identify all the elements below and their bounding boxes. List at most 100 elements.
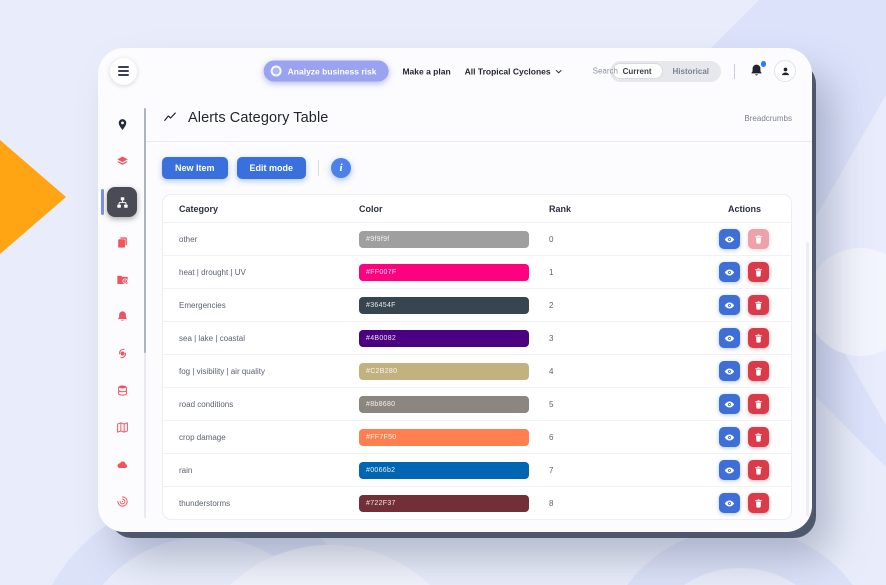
ring-icon (270, 65, 282, 77)
color-hex-label: #C2B280 (366, 367, 398, 375)
new-item-button[interactable]: New Item (162, 157, 228, 179)
edit-mode-button[interactable]: Edit mode (236, 157, 307, 179)
color-hex-label: #FF007F (366, 268, 397, 276)
color-chip: #8b8680 (359, 395, 529, 413)
sidebar-item-map-board[interactable] (98, 409, 146, 446)
row-actions (699, 262, 775, 282)
analyze-business-risk-button[interactable]: Analyze business risk (263, 60, 389, 82)
trend-line-icon (162, 111, 178, 125)
color-chip: #0066b2 (359, 461, 529, 479)
view-button[interactable] (719, 493, 740, 513)
row-actions (699, 295, 775, 315)
delete-button[interactable] (748, 493, 769, 513)
trash-icon (755, 300, 762, 310)
sidebar-scrollbar-thumb[interactable] (144, 108, 146, 354)
color-chip: #722F37 (359, 494, 529, 512)
color-chip: #36454F (359, 296, 529, 314)
color-chip: #9f9f9f (359, 230, 529, 248)
sidebar-item-hurricane[interactable] (98, 483, 146, 520)
bell-icon (750, 64, 762, 76)
menu-icon (118, 66, 129, 69)
trash-icon (755, 234, 762, 244)
row-actions (699, 328, 775, 348)
category-cell: crop damage (179, 432, 226, 442)
user-menu-button[interactable] (774, 60, 796, 82)
view-button[interactable] (719, 229, 740, 249)
trash-icon (755, 432, 762, 442)
alarm-bell-icon (116, 310, 129, 323)
main-content: Alerts Category Table Breadcrumbs New It… (146, 94, 812, 532)
delete-button[interactable] (748, 361, 769, 381)
sidebar-item-database[interactable] (98, 372, 146, 409)
info-icon: i (339, 162, 343, 174)
eye-icon (724, 500, 735, 506)
eye-icon (724, 401, 735, 407)
trash-icon (755, 333, 762, 343)
sidebar-item-clouds[interactable] (98, 446, 146, 483)
delete-button[interactable] (748, 295, 769, 315)
eye-icon (724, 269, 735, 275)
info-button[interactable]: i (331, 158, 352, 178)
topbar-center: Analyze business risk Make a plan All Tr… (263, 60, 619, 82)
cyclones-dropdown[interactable]: All Tropical Cyclones (465, 66, 563, 76)
category-cell: fog | visibility | air quality (179, 366, 265, 376)
column-header-actions: Actions (727, 203, 761, 214)
sidebar-item-map-pin[interactable] (98, 106, 146, 143)
view-button[interactable] (719, 460, 740, 480)
eye-icon (724, 467, 735, 473)
row-actions (699, 493, 775, 513)
toolbar: New Item Edit mode i (162, 157, 792, 179)
rank-cell: 0 (549, 234, 554, 244)
category-cell: heat | drought | UV (179, 267, 246, 277)
toggle-current[interactable]: Current (611, 63, 663, 79)
sidebar-item-layers[interactable] (98, 143, 146, 180)
rank-cell: 7 (549, 465, 554, 475)
layers-icon (116, 155, 129, 168)
delete-button[interactable] (748, 394, 769, 414)
sidebar-item-sitemap[interactable] (98, 180, 146, 224)
category-cell: sea | lake | coastal (179, 333, 245, 343)
delete-button[interactable] (748, 460, 769, 480)
sidebar-item-alarm-bell[interactable] (98, 298, 146, 335)
view-button[interactable] (719, 295, 740, 315)
content-scrollbar-track[interactable] (806, 242, 809, 516)
breadcrumb: Breadcrumbs (744, 113, 792, 123)
delete-button[interactable] (748, 427, 769, 447)
menu-button[interactable] (110, 57, 137, 85)
color-chip: #C2B280 (359, 362, 529, 380)
map-pin-icon (116, 118, 129, 131)
divider (734, 63, 735, 79)
trash-icon (755, 399, 762, 409)
color-hex-label: #9f9f9f (366, 235, 390, 243)
deco-circle-right (806, 248, 886, 356)
view-button[interactable] (719, 262, 740, 282)
user-icon (781, 67, 789, 75)
column-header-category: Category (179, 203, 219, 214)
search-label[interactable]: Search (592, 66, 619, 76)
delete-button[interactable] (748, 262, 769, 282)
toggle-historical[interactable]: Historical (672, 66, 709, 76)
sidebar-item-folder-alert[interactable] (98, 261, 146, 298)
table-row: sea | lake | coastal #4B0082 3 (163, 321, 791, 354)
topbar-right: Current Historical (609, 60, 796, 82)
cyclone-icon (116, 347, 129, 360)
table-header-row: Category Color Rank Actions (163, 195, 791, 222)
color-chip: #FF7F50 (359, 428, 529, 446)
copy-icon (116, 236, 129, 249)
sidebar-item-copy[interactable] (98, 224, 146, 261)
current-historical-toggle[interactable]: Current Historical (609, 60, 721, 82)
make-a-plan-button[interactable]: Make a plan (402, 66, 451, 76)
category-cell: road conditions (179, 399, 234, 409)
delete-button[interactable] (748, 328, 769, 348)
view-button[interactable] (719, 328, 740, 348)
clouds-icon (116, 458, 129, 471)
view-button[interactable] (719, 427, 740, 447)
sidebar-item-cyclone[interactable] (98, 335, 146, 372)
notifications-button[interactable] (748, 61, 766, 79)
delete-button[interactable] (748, 229, 769, 249)
rank-cell: 4 (549, 366, 554, 376)
view-button[interactable] (719, 361, 740, 381)
table-row: thunderstorms #722F37 8 (163, 486, 791, 519)
view-button[interactable] (719, 394, 740, 414)
trash-icon (755, 366, 762, 376)
